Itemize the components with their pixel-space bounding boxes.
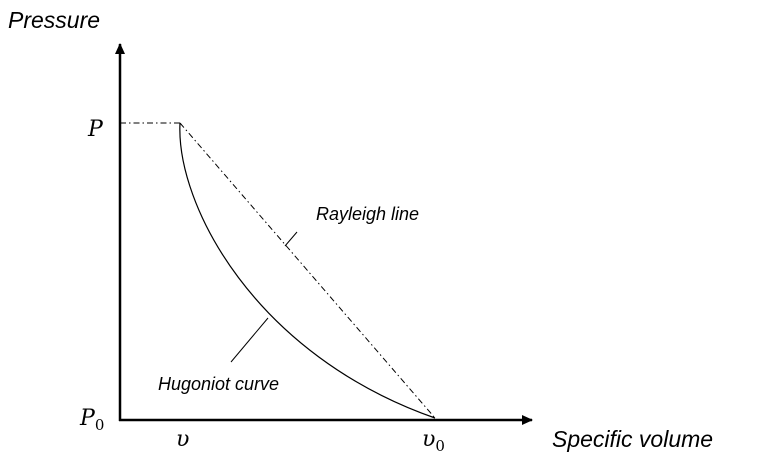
rayleigh-line bbox=[179, 122, 436, 419]
rayleigh-label: Rayleigh line bbox=[316, 204, 419, 224]
rayleigh-leader bbox=[284, 231, 298, 247]
hugoniot-leader bbox=[230, 317, 269, 363]
x-axis-label: Specific volume bbox=[552, 426, 713, 452]
p-label: P bbox=[87, 117, 104, 142]
v-label: υ bbox=[176, 427, 189, 452]
hugoniot-label: Hugoniot curve bbox=[158, 374, 279, 394]
v0-label: υ0 bbox=[422, 427, 445, 455]
y-axis-label: Pressure bbox=[8, 7, 100, 33]
hugoniot-curve bbox=[179, 122, 436, 419]
p0-label: P0 bbox=[79, 406, 104, 434]
